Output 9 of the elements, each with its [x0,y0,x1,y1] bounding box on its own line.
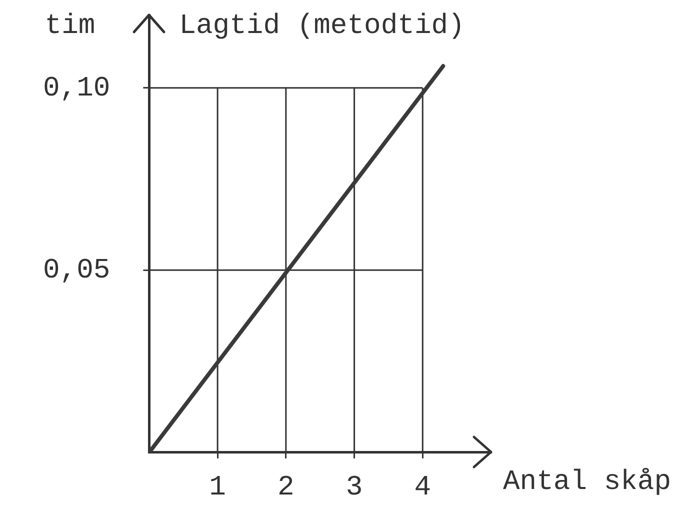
y-tick-label: 0,10 [42,73,110,104]
x-axis-title: Antal skåp [503,467,672,500]
x-tick-label: 4 [414,472,432,504]
x-tick-label: 2 [278,472,294,504]
y-tick-label: 0,05 [42,256,110,287]
x-tick-label: 1 [209,472,226,504]
y-axis-title: tim [44,11,96,43]
chart-title: Lagtid (metodtid) [179,11,465,43]
x-tick-label: 3 [346,472,363,504]
